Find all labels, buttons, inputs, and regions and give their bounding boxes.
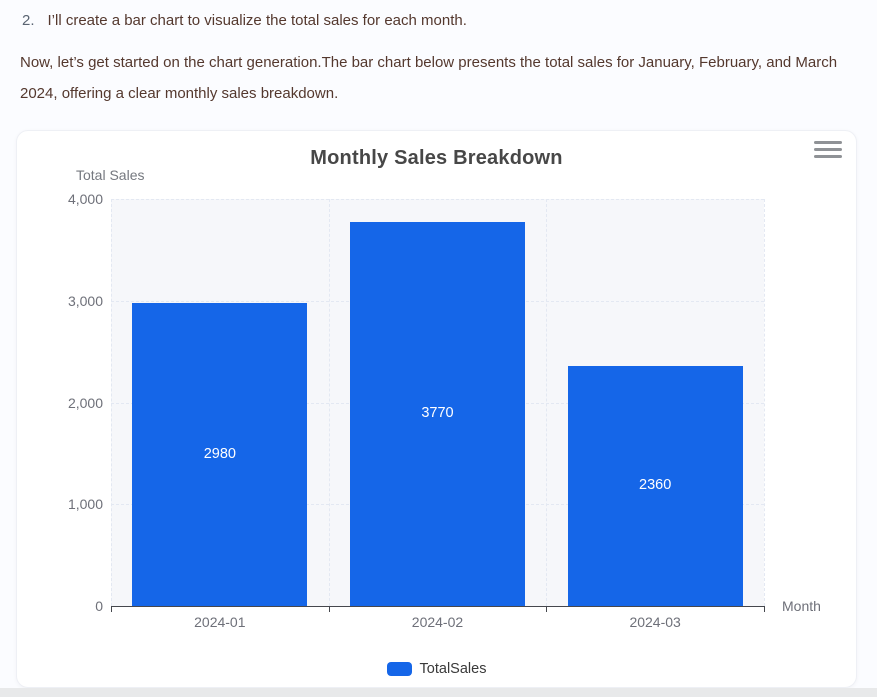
x-axis-name: Month xyxy=(782,598,821,614)
intro-paragraph: Now, let’s get started on the chart gene… xyxy=(20,54,838,102)
chart-card: Monthly Sales Breakdown Total Sales 2980… xyxy=(16,130,857,688)
plot-area: 2980 2024-01 3770 2024-02 2360 2024-03 xyxy=(111,199,765,630)
v-gridline xyxy=(111,199,112,606)
x-tick-label: 2024-03 xyxy=(629,614,681,630)
x-tick-label: 2024-02 xyxy=(411,614,464,630)
bar-2024-03[interactable]: 2360 xyxy=(567,366,743,606)
h-gridline xyxy=(111,199,764,200)
bar-2024-02[interactable]: 3770 xyxy=(350,222,525,606)
x-tick-mark xyxy=(111,606,112,612)
v-gridline xyxy=(764,199,765,606)
x-tick-label: 2024-01 xyxy=(194,614,246,630)
page-bottom-edge xyxy=(0,688,877,697)
legend-swatch[interactable] xyxy=(386,662,412,676)
legend-label: TotalSales xyxy=(419,661,487,677)
menu-bar-line xyxy=(814,155,842,158)
x-tick-mark xyxy=(328,606,330,612)
legend-item-totalsales[interactable]: TotalSales xyxy=(17,661,856,677)
y-tick-label: 3,000 xyxy=(67,292,103,309)
menu-bar-line xyxy=(814,148,842,151)
menu-bar-line xyxy=(814,141,842,144)
y-tick-label: 2,000 xyxy=(67,394,103,411)
x-axis-line xyxy=(111,606,765,607)
v-gridline xyxy=(546,199,548,606)
y-tick-label: 0 xyxy=(95,598,103,614)
list-item-2: 2. I’ll create a bar chart to visualize … xyxy=(22,12,467,29)
y-tick-label: 4,000 xyxy=(67,191,103,207)
bar-2024-01[interactable]: 2980 xyxy=(132,303,308,606)
list-text: I’ll create a bar chart to visualize the… xyxy=(47,12,467,29)
bar-value-label: 2980 xyxy=(203,445,236,462)
chart-title: Monthly Sales Breakdown xyxy=(310,147,563,169)
x-tick-mark xyxy=(764,606,765,612)
hamburger-menu-icon[interactable] xyxy=(814,141,842,162)
bar-value-label: 3770 xyxy=(421,405,454,421)
bar-value-label: 2360 xyxy=(639,477,672,493)
list-number: 2. xyxy=(22,12,35,29)
y-axis-name: Total Sales xyxy=(76,167,145,183)
y-tick-label: 1,000 xyxy=(67,496,103,513)
x-tick-mark xyxy=(546,606,548,612)
v-gridline xyxy=(328,199,330,606)
